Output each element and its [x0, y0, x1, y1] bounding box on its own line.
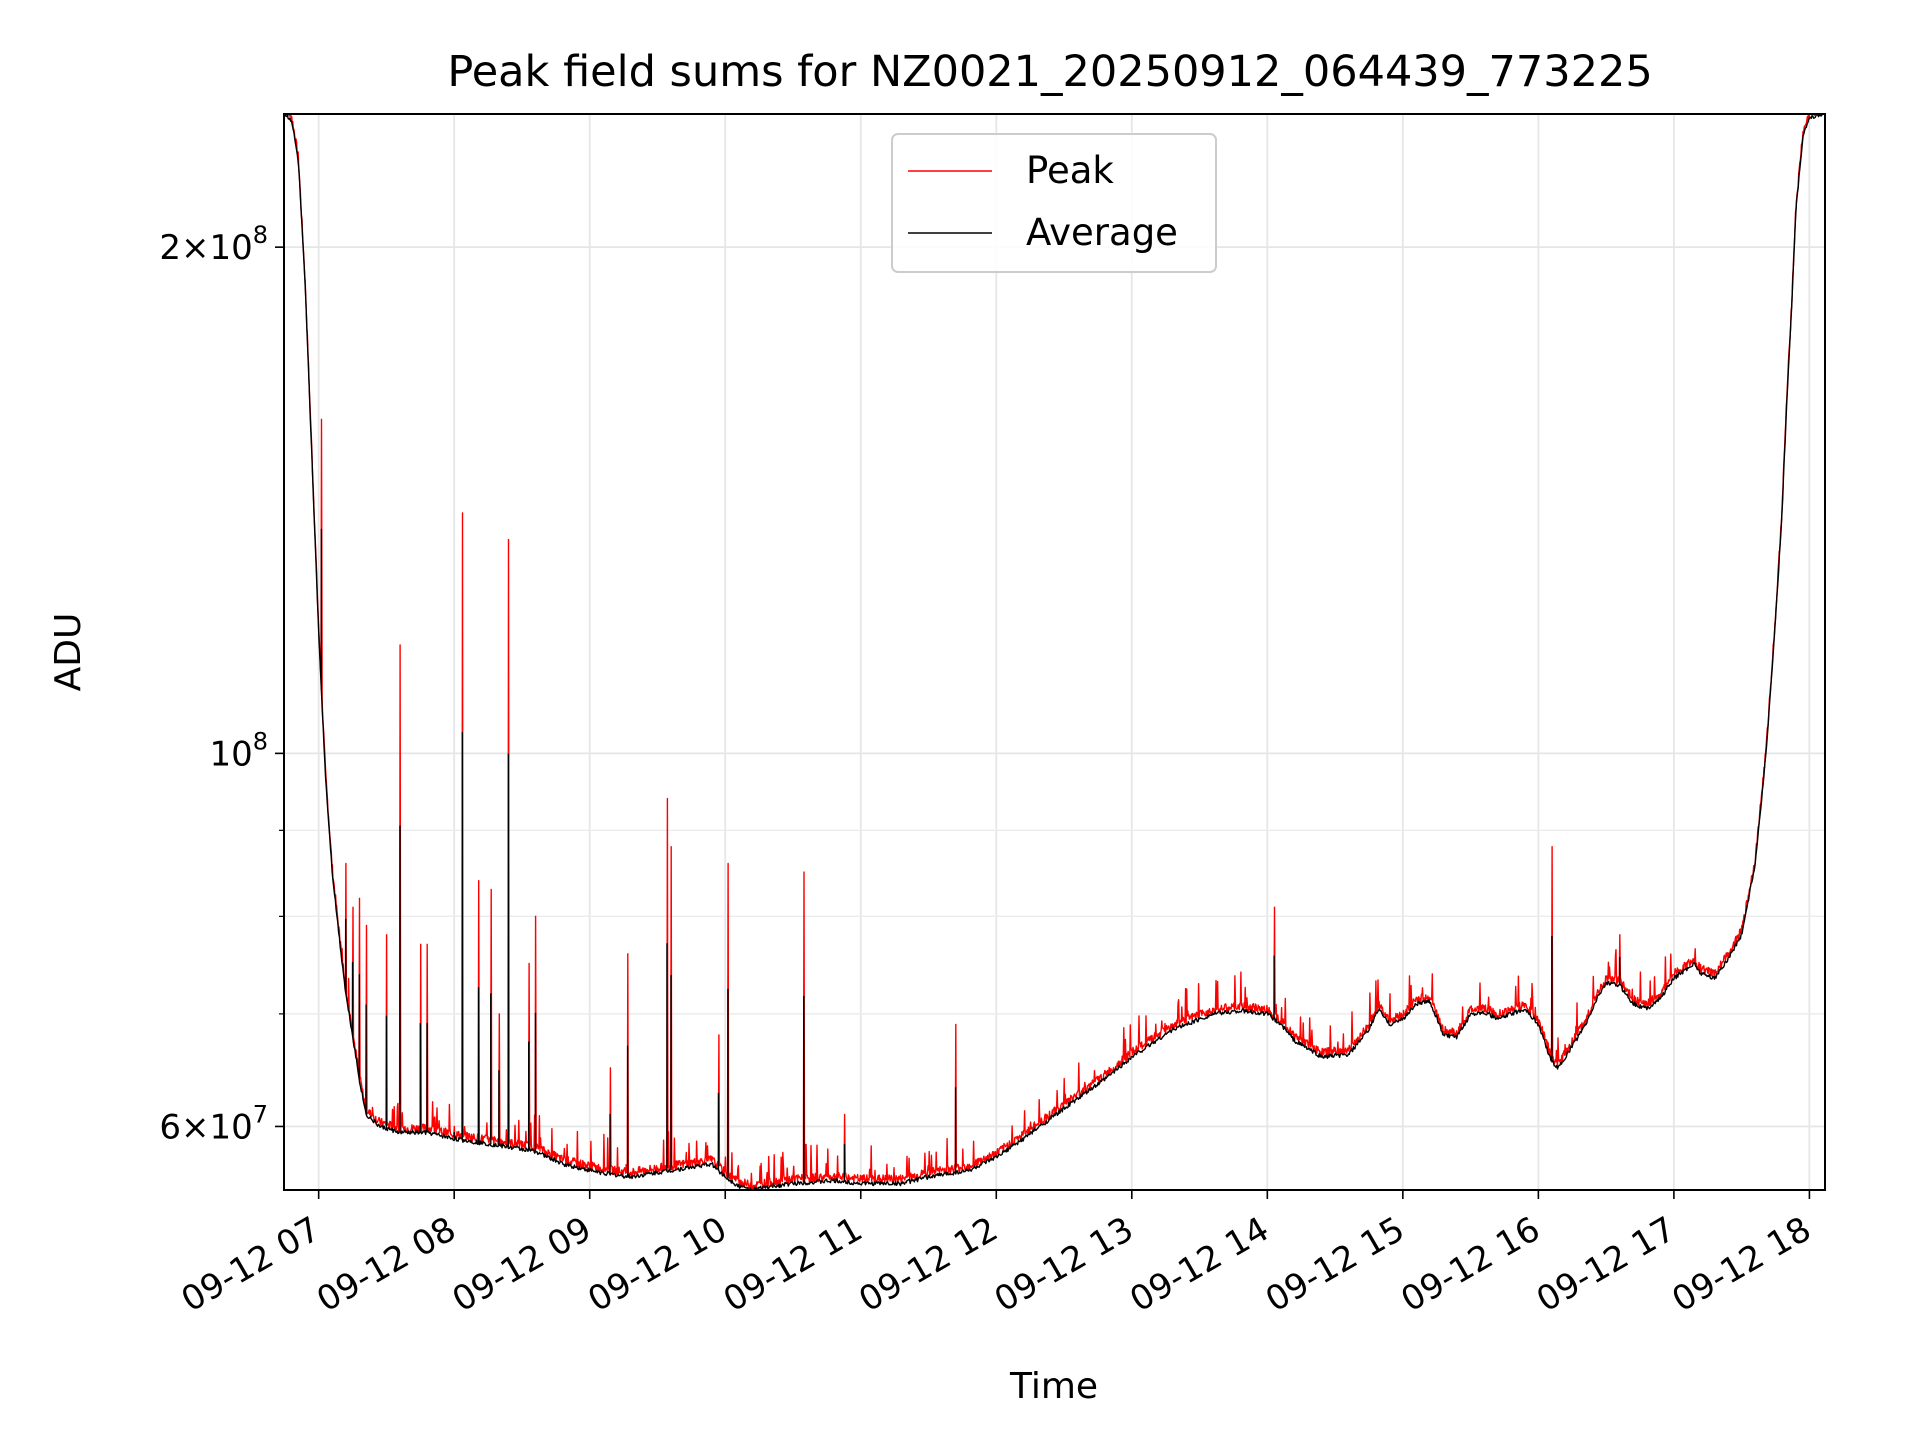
- legend-box: [891, 133, 1217, 273]
- y-tick-label: 2×108: [159, 221, 268, 268]
- x-axis-label: Time: [1009, 1366, 1098, 1407]
- axes-frame: [283, 113, 1826, 1191]
- series-line-average: [284, 114, 1823, 1190]
- y-tick-label: 108: [209, 727, 268, 774]
- legend: Peak Average: [891, 133, 1217, 273]
- legend-label-average: Average: [1026, 211, 1178, 254]
- chart-title: Peak field sums for NZ0021_20250912_0644…: [447, 47, 1652, 97]
- plot-area: [284, 114, 1823, 1190]
- y-axis-label: ADU: [48, 613, 89, 692]
- series-line-peak: [284, 114, 1819, 1190]
- y-axis: 6×107 108 2×108: [159, 221, 284, 1147]
- legend-label-peak: Peak: [1026, 149, 1114, 192]
- y-tick-label: 6×107: [159, 1100, 268, 1147]
